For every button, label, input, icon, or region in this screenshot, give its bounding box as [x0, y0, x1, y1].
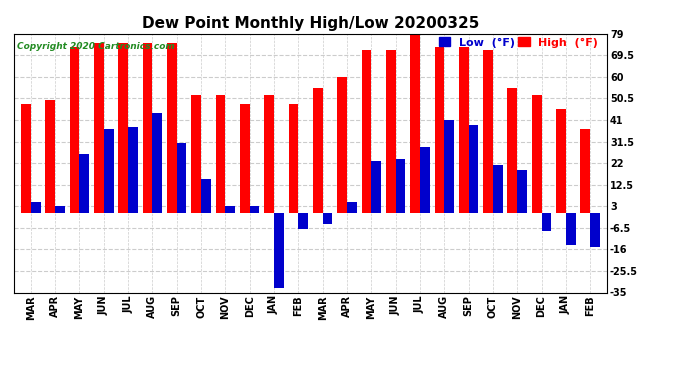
Bar [288, 104, 298, 213]
Bar [46, 100, 55, 213]
Legend: Low  (°F), High  (°F): Low (°F), High (°F) [436, 34, 602, 51]
Bar [21, 104, 31, 213]
Bar [459, 47, 469, 213]
Bar [371, 161, 381, 213]
Bar [167, 43, 177, 213]
Bar [298, 213, 308, 229]
Bar [55, 206, 65, 213]
Title: Dew Point Monthly High/Low 20200325: Dew Point Monthly High/Low 20200325 [142, 16, 479, 31]
Bar [177, 143, 186, 213]
Bar [128, 127, 138, 213]
Bar [518, 170, 527, 213]
Bar [542, 213, 551, 231]
Bar [566, 213, 575, 245]
Bar [216, 95, 226, 213]
Bar [152, 113, 162, 213]
Bar [420, 147, 430, 213]
Text: Copyright 2020 Cartronics.com: Copyright 2020 Cartronics.com [17, 42, 175, 51]
Bar [386, 50, 395, 213]
Bar [493, 165, 502, 213]
Bar [444, 120, 454, 213]
Bar [590, 213, 600, 247]
Bar [556, 109, 566, 213]
Bar [79, 154, 89, 213]
Bar [70, 47, 79, 213]
Bar [264, 95, 274, 213]
Bar [532, 95, 542, 213]
Bar [313, 88, 323, 213]
Bar [362, 50, 371, 213]
Bar [31, 202, 41, 213]
Bar [274, 213, 284, 288]
Bar [240, 104, 250, 213]
Bar [483, 50, 493, 213]
Bar [395, 159, 405, 213]
Bar [250, 206, 259, 213]
Bar [94, 43, 104, 213]
Bar [104, 129, 114, 213]
Bar [226, 206, 235, 213]
Bar [507, 88, 518, 213]
Bar [119, 43, 128, 213]
Bar [469, 124, 478, 213]
Bar [143, 43, 152, 213]
Bar [347, 202, 357, 213]
Bar [580, 129, 590, 213]
Bar [411, 34, 420, 213]
Bar [323, 213, 333, 224]
Bar [201, 179, 210, 213]
Bar [337, 77, 347, 213]
Bar [191, 95, 201, 213]
Bar [435, 47, 444, 213]
